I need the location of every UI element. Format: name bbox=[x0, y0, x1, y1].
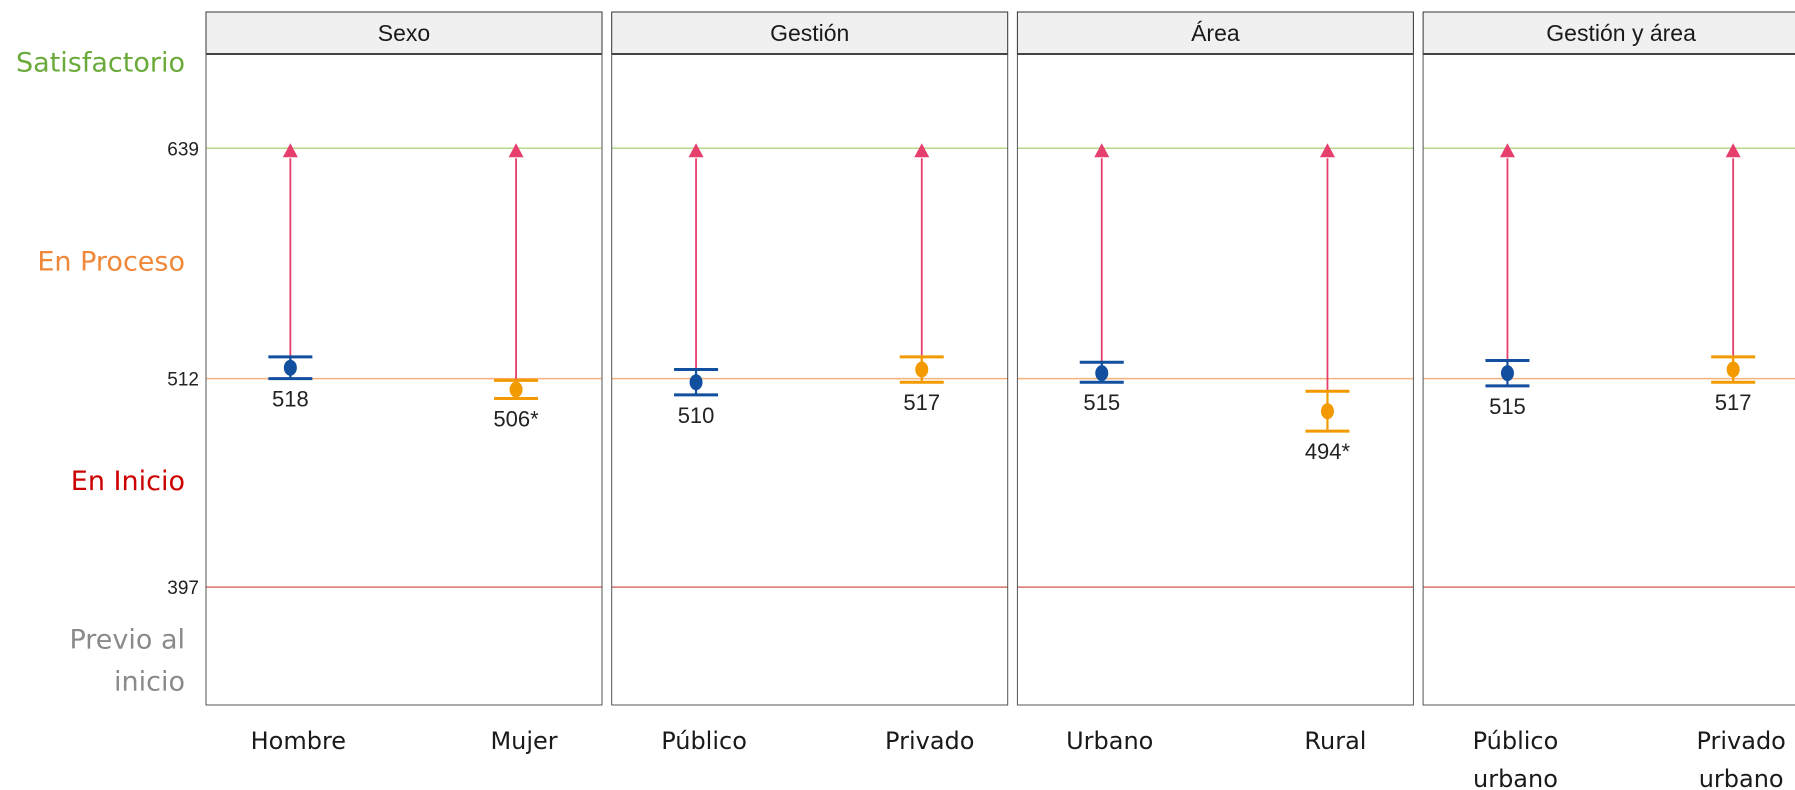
data-label: 506* bbox=[493, 407, 539, 432]
category-label: Privado bbox=[885, 727, 974, 755]
panel-title: Gestión bbox=[770, 20, 849, 46]
target-arrow-icon bbox=[914, 143, 930, 158]
target-arrow-icon bbox=[1499, 143, 1515, 158]
category-label: Público bbox=[661, 727, 747, 755]
data-label: 517 bbox=[903, 390, 940, 415]
category-label: Rural bbox=[1304, 727, 1366, 755]
panel-border bbox=[1422, 53, 1795, 706]
data-label: 517 bbox=[1715, 390, 1752, 415]
panel-header bbox=[611, 11, 1009, 55]
data-point bbox=[283, 359, 297, 376]
category-label: urbano bbox=[1473, 765, 1558, 790]
level-label: inicio bbox=[114, 667, 185, 698]
data-point bbox=[915, 361, 929, 378]
data-point bbox=[1500, 365, 1514, 382]
category-label: Hombre bbox=[251, 727, 346, 755]
panel-3: Área 515 Urbano 494* Rural bbox=[1016, 11, 1414, 755]
category-label: urbano bbox=[1699, 765, 1784, 790]
data-label: 510 bbox=[678, 403, 715, 428]
target-arrow-icon bbox=[508, 143, 524, 158]
y-tick-label: 397 bbox=[167, 578, 199, 599]
target-arrow-icon bbox=[688, 143, 704, 158]
panel-1: Sexo 518 Hombre 506* Mujer bbox=[205, 11, 603, 755]
panel-border bbox=[205, 53, 603, 706]
target-arrow-icon bbox=[1725, 143, 1741, 158]
panel-2: Gestión 510 Público 517 Privado bbox=[611, 11, 1009, 755]
panel-4: Gestión y área 515 Público urbano 517 Privado… bbox=[1422, 11, 1795, 790]
target-arrow-icon bbox=[1094, 143, 1110, 158]
data-point bbox=[1320, 403, 1334, 420]
category-label: Mujer bbox=[490, 727, 557, 755]
data-label: 494* bbox=[1305, 439, 1351, 464]
y-tick-label: 512 bbox=[167, 370, 199, 391]
level-label: Satisfactorio bbox=[16, 47, 185, 78]
panel-title: Área bbox=[1191, 20, 1240, 46]
category-label: Público bbox=[1473, 727, 1559, 755]
target-arrow-icon bbox=[1319, 143, 1335, 158]
data-label: 518 bbox=[272, 387, 309, 412]
data-point bbox=[509, 381, 523, 398]
panel-border bbox=[1016, 53, 1414, 706]
data-label: 515 bbox=[1489, 394, 1526, 419]
category-label: Urbano bbox=[1066, 727, 1153, 755]
target-arrow-icon bbox=[282, 143, 298, 158]
level-label: En Inicio bbox=[71, 466, 185, 497]
panel-header bbox=[1422, 11, 1795, 55]
data-label: 515 bbox=[1083, 390, 1120, 415]
data-point bbox=[1095, 365, 1109, 382]
panel-title: Gestión y área bbox=[1546, 20, 1696, 46]
level-label: Previo al bbox=[69, 625, 185, 656]
panel-header bbox=[205, 11, 603, 55]
panel-title: Sexo bbox=[378, 20, 430, 46]
data-point bbox=[689, 374, 703, 391]
panel-border bbox=[611, 53, 1009, 706]
y-tick-label: 639 bbox=[167, 139, 199, 160]
panel-header bbox=[1016, 11, 1414, 55]
data-point bbox=[1726, 361, 1740, 378]
level-label: En Proceso bbox=[37, 247, 185, 278]
category-label: Privado bbox=[1696, 727, 1785, 755]
